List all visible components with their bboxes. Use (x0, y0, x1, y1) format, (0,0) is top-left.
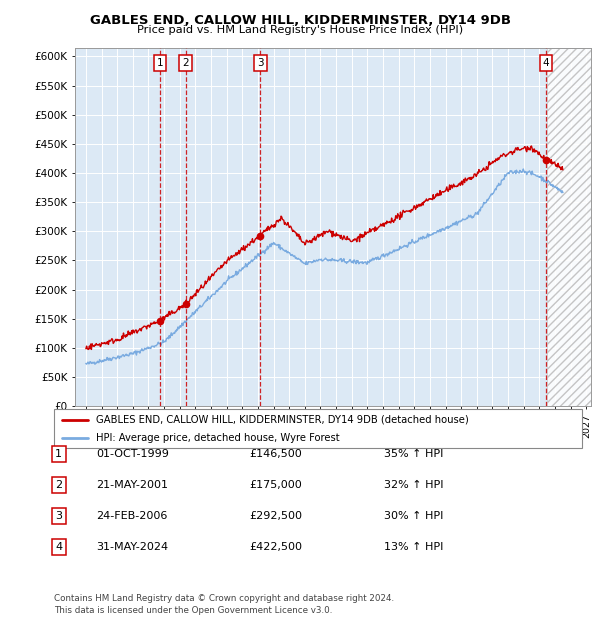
Text: 4: 4 (55, 542, 62, 552)
Text: 1: 1 (55, 449, 62, 459)
Text: 32% ↑ HPI: 32% ↑ HPI (384, 480, 443, 490)
Bar (547, 48, 594, 406)
FancyBboxPatch shape (54, 409, 582, 448)
Text: 13% ↑ HPI: 13% ↑ HPI (384, 542, 443, 552)
Text: 31-MAY-2024: 31-MAY-2024 (96, 542, 168, 552)
Text: 01-OCT-1999: 01-OCT-1999 (96, 449, 169, 459)
Text: 3: 3 (257, 58, 263, 68)
Text: GABLES END, CALLOW HILL, KIDDERMINSTER, DY14 9DB: GABLES END, CALLOW HILL, KIDDERMINSTER, … (89, 14, 511, 27)
Text: £292,500: £292,500 (249, 511, 302, 521)
Text: Contains HM Land Registry data © Crown copyright and database right 2024.
This d: Contains HM Land Registry data © Crown c… (54, 594, 394, 615)
Text: 24-FEB-2006: 24-FEB-2006 (96, 511, 167, 521)
Text: 2: 2 (182, 58, 189, 68)
Text: 30% ↑ HPI: 30% ↑ HPI (384, 511, 443, 521)
Text: £146,500: £146,500 (249, 449, 302, 459)
Text: 2: 2 (55, 480, 62, 490)
Text: Price paid vs. HM Land Registry's House Price Index (HPI): Price paid vs. HM Land Registry's House … (137, 25, 463, 35)
Text: 21-MAY-2001: 21-MAY-2001 (96, 480, 168, 490)
Text: 35% ↑ HPI: 35% ↑ HPI (384, 449, 443, 459)
Text: HPI: Average price, detached house, Wyre Forest: HPI: Average price, detached house, Wyre… (96, 433, 340, 443)
Text: 3: 3 (55, 511, 62, 521)
Text: 4: 4 (542, 58, 549, 68)
Text: £175,000: £175,000 (249, 480, 302, 490)
Text: 1: 1 (157, 58, 164, 68)
Text: £422,500: £422,500 (249, 542, 302, 552)
Text: GABLES END, CALLOW HILL, KIDDERMINSTER, DY14 9DB (detached house): GABLES END, CALLOW HILL, KIDDERMINSTER, … (96, 415, 469, 425)
